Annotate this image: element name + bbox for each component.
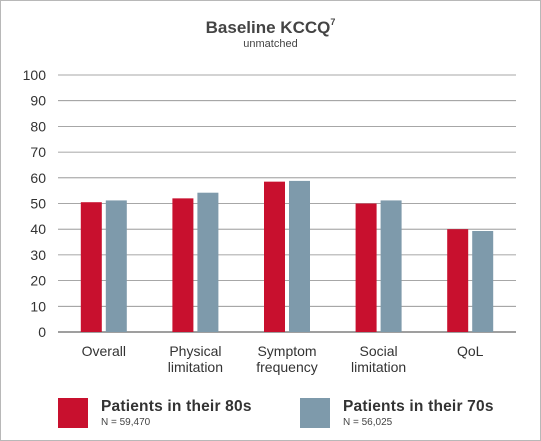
bar bbox=[289, 180, 310, 332]
bar bbox=[264, 181, 285, 332]
y-tick-label: 100 bbox=[23, 67, 47, 83]
bar bbox=[472, 230, 494, 332]
y-tick-label: 10 bbox=[30, 298, 46, 314]
x-tick-label: frequency bbox=[256, 359, 317, 375]
bar bbox=[80, 202, 102, 332]
bar bbox=[380, 200, 402, 332]
bar bbox=[172, 198, 194, 332]
bar bbox=[105, 200, 127, 332]
y-tick-label: 50 bbox=[30, 196, 46, 212]
x-tick-label: limitation bbox=[351, 359, 406, 375]
x-tick-label: QoL bbox=[457, 343, 484, 359]
y-tick-label: 0 bbox=[38, 324, 46, 340]
x-tick-label: Overall bbox=[82, 343, 126, 359]
y-tick-label: 60 bbox=[30, 170, 46, 186]
x-tick-label: limitation bbox=[168, 359, 223, 375]
legend-swatch-80s bbox=[58, 398, 88, 428]
y-tick-label: 20 bbox=[30, 273, 46, 289]
chart-title: Baseline KCCQ7 bbox=[0, 17, 541, 38]
x-tick-label: Social bbox=[360, 343, 398, 359]
chart-title-text: Baseline KCCQ bbox=[205, 18, 331, 37]
x-tick-label: Physical bbox=[169, 343, 221, 359]
bar bbox=[355, 203, 377, 332]
chart-subtitle: unmatched bbox=[243, 38, 298, 50]
bar bbox=[447, 229, 469, 332]
y-tick-label: 90 bbox=[30, 93, 46, 109]
legend-n-80s: N = 59,470 bbox=[101, 417, 151, 428]
legend-label-80s: Patients in their 80s bbox=[101, 398, 252, 415]
legend-label-70s: Patients in their 70s bbox=[343, 398, 494, 415]
bar bbox=[197, 192, 219, 332]
x-tick-label: Symptom bbox=[257, 343, 316, 359]
legend-swatch-70s bbox=[300, 398, 330, 428]
y-tick-label: 30 bbox=[30, 247, 46, 263]
y-tick-label: 80 bbox=[30, 118, 46, 134]
y-tick-label: 40 bbox=[30, 221, 46, 237]
y-tick-label: 70 bbox=[30, 144, 46, 160]
title-superscript: 7 bbox=[330, 17, 336, 27]
legend-n-70s: N = 56,025 bbox=[343, 417, 393, 428]
